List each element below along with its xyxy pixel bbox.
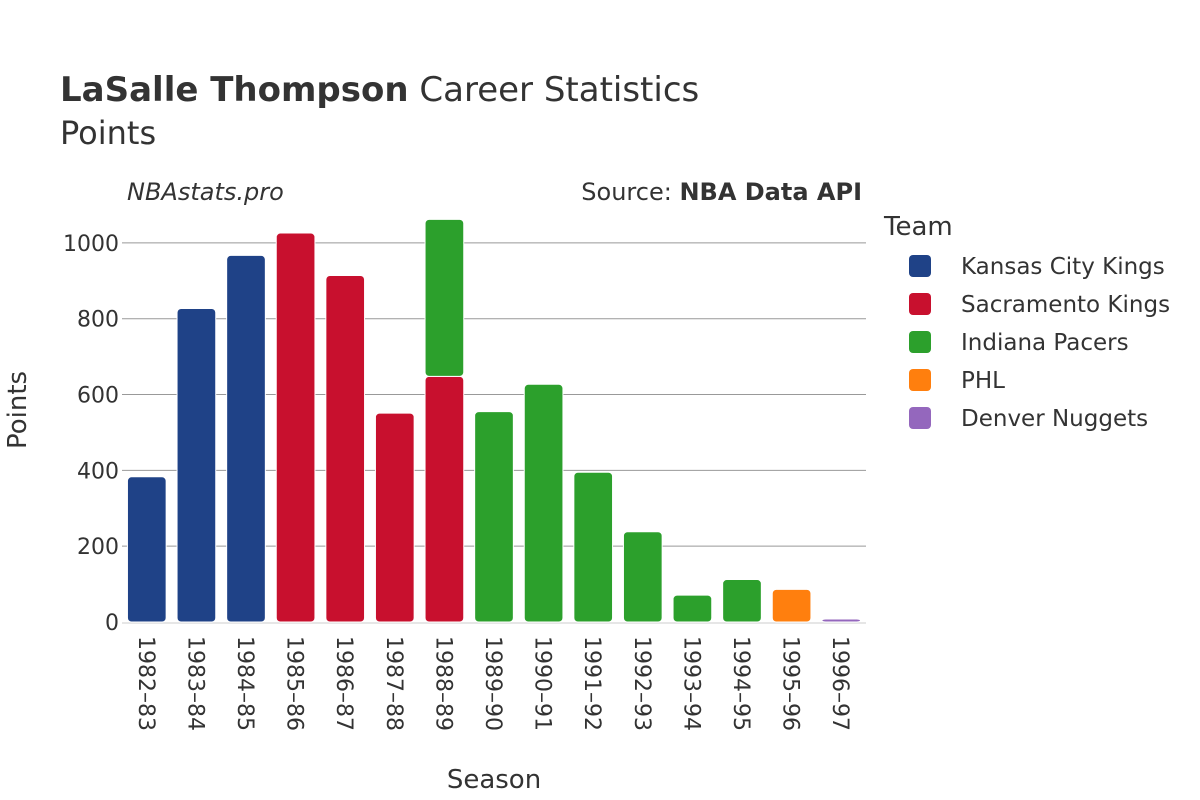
y-axis-ticks: 0 200 400 600 800 1000 — [63, 232, 119, 636]
y-tick-label: 1000 — [63, 232, 119, 257]
bar-1996–97-denver-nuggets[interactable] — [821, 618, 862, 623]
x-tick-label: 1985–86 — [282, 636, 307, 731]
x-tick-label: 1988–89 — [430, 636, 455, 731]
legend-swatch — [909, 407, 931, 429]
legend-swatch — [909, 255, 931, 277]
legend-item-label[interactable]: Sacramento Kings — [961, 292, 1170, 318]
legend-swatch — [909, 369, 931, 391]
x-tick-label: 1990–91 — [530, 636, 555, 731]
x-tick-label: 1982–83 — [133, 636, 158, 731]
chart-title-bold: LaSalle Thompson — [60, 70, 409, 110]
x-tick-label: 1987–88 — [381, 636, 406, 731]
x-tick-label: 1992–93 — [629, 636, 654, 731]
bar-1986–87-sacramento-kings[interactable] — [325, 275, 366, 623]
bar-1987–88-sacramento-kings[interactable] — [374, 412, 415, 623]
source-prefix: Source: — [581, 178, 679, 206]
x-tick-label: 1986–87 — [331, 636, 356, 731]
source-name: NBA Data API — [679, 178, 862, 206]
x-tick-label: 1989–90 — [480, 636, 505, 731]
legend-title: Team — [883, 212, 953, 242]
x-tick-label: 1983–84 — [182, 636, 207, 731]
source-label: Source: NBA Data API — [581, 178, 862, 206]
x-tick-label: 1994–95 — [728, 636, 753, 731]
bar-1983–84-kansas-city-kings[interactable] — [176, 307, 217, 623]
legend-swatch — [909, 331, 931, 353]
legend-item-label[interactable]: Denver Nuggets — [961, 406, 1148, 432]
x-tick-label: 1991–92 — [579, 636, 604, 731]
bar-1992–93-indiana-pacers[interactable] — [622, 531, 663, 623]
y-axis-title: Points — [3, 371, 33, 449]
bar-1984–85-kansas-city-kings[interactable] — [226, 254, 266, 623]
bar-1994–95-indiana-pacers[interactable] — [722, 579, 762, 623]
legend-item-label[interactable]: PHL — [961, 368, 1005, 394]
x-axis-title: Season — [447, 765, 541, 795]
bar-1985–86-sacramento-kings[interactable] — [275, 232, 316, 623]
bar-1982–83-kansas-city-kings[interactable] — [126, 476, 167, 623]
y-tick-label: 400 — [77, 459, 119, 484]
x-axis-ticks: 1982–83 1983–84 1984–85 1985–86 1986–87 1987–… — [133, 636, 852, 731]
bars — [126, 218, 862, 623]
legend: Kansas City Kings Sacramento Kings Indiana… — [909, 254, 1170, 432]
bar-1989–90-indiana-pacers[interactable] — [474, 411, 514, 623]
y-tick-label: 0 — [105, 611, 119, 636]
x-tick-label: 1993–94 — [678, 636, 703, 731]
x-tick-label: 1995–96 — [778, 636, 803, 731]
bar-1993–94-indiana-pacers[interactable] — [672, 594, 713, 623]
bar-1988–89-indiana-pacers[interactable] — [424, 218, 465, 377]
bar-1990–91-indiana-pacers[interactable] — [523, 383, 564, 623]
legend-item-label[interactable]: Indiana Pacers — [961, 330, 1129, 356]
y-tick-label: 800 — [77, 308, 119, 333]
bar-1995–96-phl[interactable] — [771, 588, 812, 623]
bar-1991–92-indiana-pacers[interactable] — [573, 471, 614, 623]
legend-swatch — [909, 293, 931, 315]
chart-title: LaSalle Thompson Career Statistics — [60, 70, 699, 110]
x-tick-label: 1996–97 — [827, 636, 852, 731]
bar-1988–89-sacramento-kings[interactable] — [424, 375, 465, 623]
y-tick-label: 600 — [77, 384, 119, 409]
chart-subtitle: Points — [60, 114, 156, 152]
y-tick-label: 200 — [77, 535, 119, 560]
legend-item-label[interactable]: Kansas City Kings — [961, 254, 1165, 280]
chart-title-rest: Career Statistics — [409, 70, 700, 110]
brand-label: NBAstats.pro — [127, 178, 284, 206]
x-tick-label: 1984–85 — [232, 636, 257, 731]
